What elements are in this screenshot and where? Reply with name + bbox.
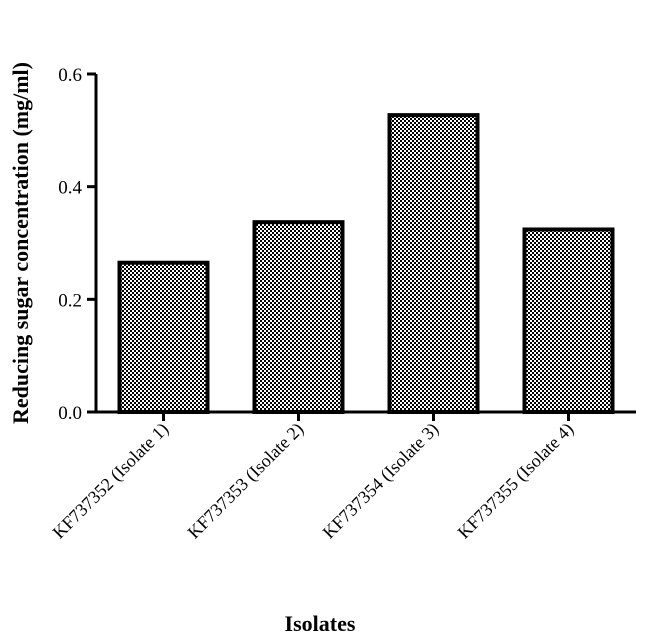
bar-4 (522, 227, 615, 414)
y-tick-label: 0.6 (58, 65, 82, 86)
x-category-label: KF737354 (Isolate 3) (319, 419, 443, 543)
x-axis-title: Isolates (285, 611, 356, 636)
y-axis-title: Reducing sugar concentration (mg/ml) (8, 62, 33, 424)
x-category-label: KF737352 (Isolate 1) (49, 419, 173, 543)
bar-3 (387, 113, 480, 415)
y-tick-label: 0.4 (58, 178, 82, 199)
y-tick-label: 0.2 (58, 290, 82, 311)
x-category-label: KF737355 (Isolate 4) (454, 419, 578, 543)
y-tick-label: 0.0 (58, 403, 82, 424)
bars-group (117, 113, 615, 415)
x-axis-category-labels: KF737352 (Isolate 1) KF737353 (Isolate 2)… (49, 412, 578, 543)
x-category-label: KF737353 (Isolate 2) (184, 419, 308, 543)
bar-1 (117, 260, 210, 415)
y-axis-ticks: 0.0 0.2 0.4 0.6 (58, 65, 96, 424)
bar-2 (252, 220, 345, 414)
